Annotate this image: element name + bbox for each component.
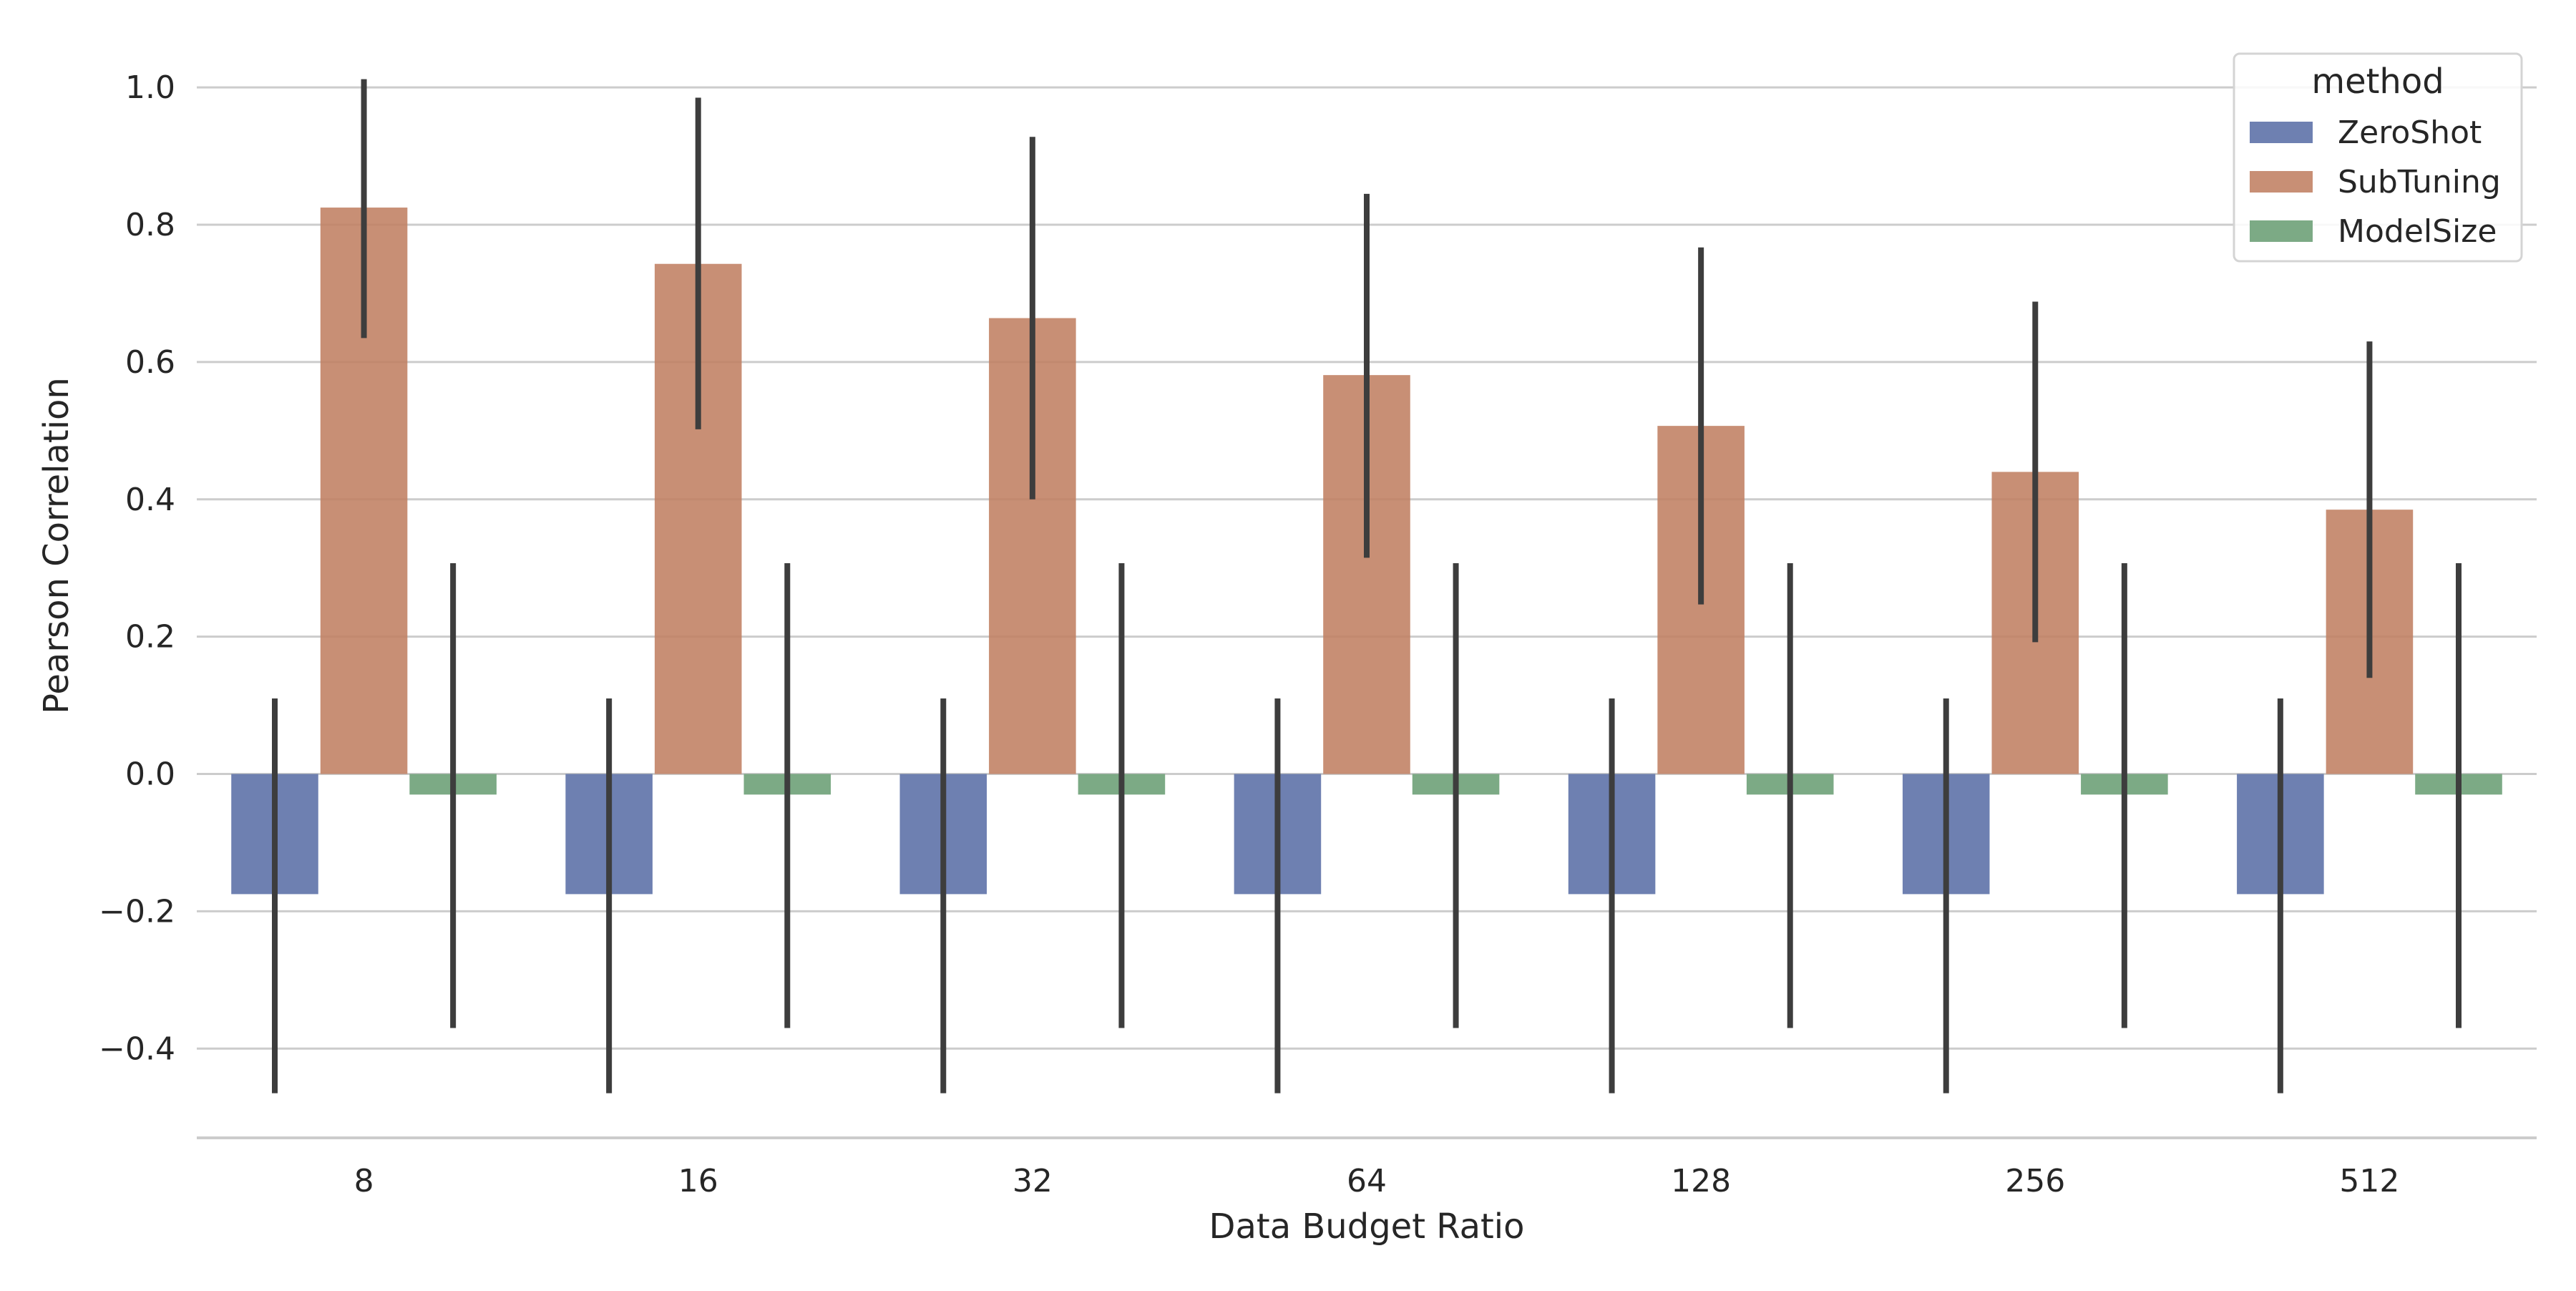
x-tick-label: 64: [1347, 1163, 1387, 1199]
x-axis-title: Data Budget Ratio: [1209, 1207, 1525, 1247]
legend-label-modelsize: ModelSize: [2338, 213, 2497, 250]
x-tick-label: 8: [354, 1163, 374, 1199]
y-tick-label: 0.4: [125, 482, 175, 518]
y-tick-label: −0.4: [99, 1031, 175, 1067]
legend-title: method: [2311, 62, 2444, 102]
legend-items: ZeroShot SubTuning ModelSize: [2250, 115, 2501, 250]
legend-swatch-zeroshot: [2250, 122, 2313, 143]
tick-labels: −0.4 −0.2 0.0 0.2 0.4 0.6 0.8 1.0 8 16 32 64 128 256 5…: [99, 69, 2399, 1199]
y-tick-label: 0.8: [125, 207, 175, 243]
y-axis-title: Pearson Correlation: [36, 377, 77, 714]
x-tick-label: 32: [1013, 1163, 1053, 1199]
legend-frame: [2233, 52, 2523, 263]
legend-swatch-subtuning: [2250, 171, 2313, 193]
error-bars: [272, 79, 2462, 1093]
y-tick-label: 0.2: [125, 619, 175, 656]
y-tick-label: 1.0: [125, 69, 175, 106]
y-tick-label: 0.0: [125, 756, 175, 793]
x-tick-label: 16: [678, 1163, 718, 1199]
legend-swatch-modelsize: [2250, 220, 2313, 242]
x-tick-label: 512: [2339, 1163, 2399, 1199]
y-tick-label: −0.2: [99, 893, 175, 930]
legend-label-zeroshot: ZeroShot: [2338, 115, 2482, 151]
x-tick-label: 256: [2005, 1163, 2065, 1199]
y-tick-label: 0.6: [125, 344, 175, 381]
bars: [231, 208, 2502, 895]
x-tick-label: 128: [1671, 1163, 1731, 1199]
legend-label-subtuning: SubTuning: [2338, 164, 2501, 200]
legend: method ZeroShot SubTuning ModelSize: [2233, 52, 2523, 263]
